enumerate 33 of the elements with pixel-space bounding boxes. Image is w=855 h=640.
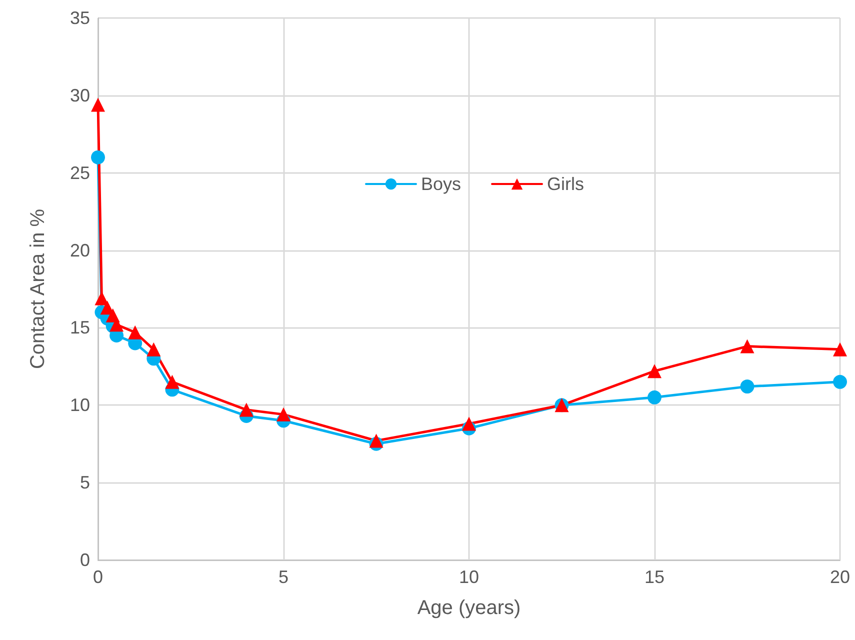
y-tick-label: 10 bbox=[70, 395, 90, 416]
legend-label: Girls bbox=[547, 174, 584, 194]
point bbox=[128, 325, 142, 340]
y-tick-label: 30 bbox=[70, 85, 90, 106]
y-axis-title: Contact Area in % bbox=[27, 208, 49, 370]
point bbox=[833, 342, 847, 356]
point bbox=[648, 390, 662, 404]
point bbox=[91, 98, 105, 112]
x-tick-label: 5 bbox=[278, 567, 289, 587]
point bbox=[94, 291, 109, 306]
x-tick-label: 15 bbox=[644, 567, 665, 587]
x-tick-label: 10 bbox=[458, 567, 480, 587]
y-tick-label: 5 bbox=[80, 472, 90, 493]
y-tick-label: 20 bbox=[70, 240, 90, 260]
x-axis-title: Age (years) bbox=[417, 597, 521, 619]
y-tick-label: 0 bbox=[80, 550, 90, 570]
point bbox=[740, 339, 754, 354]
point bbox=[833, 374, 847, 389]
point bbox=[239, 402, 254, 417]
point bbox=[165, 374, 180, 389]
point bbox=[740, 380, 754, 394]
point bbox=[369, 434, 384, 448]
point bbox=[276, 407, 290, 422]
y-tick-label: 35 bbox=[70, 8, 90, 28]
x-tick-label: 0 bbox=[92, 567, 104, 587]
point bbox=[146, 342, 161, 356]
y-tick-label: 15 bbox=[70, 318, 90, 338]
legend-label: Boys bbox=[421, 174, 462, 194]
x-tick-label: 20 bbox=[830, 567, 850, 587]
point bbox=[648, 364, 662, 378]
point bbox=[91, 150, 105, 164]
y-tick-label: 25 bbox=[70, 162, 90, 183]
point bbox=[462, 416, 476, 431]
